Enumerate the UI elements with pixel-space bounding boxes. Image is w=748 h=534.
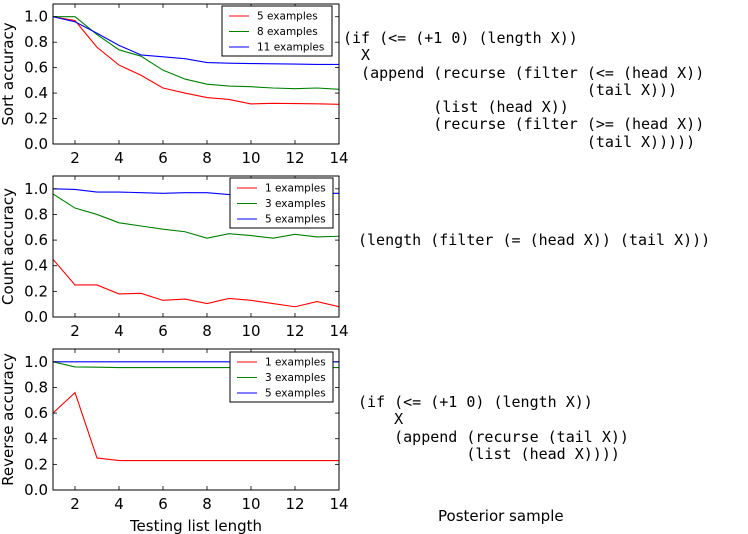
count-x-tick-label-2: 6 — [158, 322, 168, 340]
reverse-y-tick-label-2: 0.4 — [24, 430, 48, 448]
count-y-tick-label-0: 0.0 — [24, 308, 48, 326]
reverse-legend-label-3: 5 examples — [265, 388, 326, 400]
count-series-line-1 — [53, 258, 339, 308]
reverse-x-tick-label-3: 8 — [202, 495, 212, 513]
count-x-tick-label-4: 10 — [241, 322, 260, 340]
count-legend: 1 examples 3 examples 5 examples — [229, 177, 334, 229]
sort-y-tick-label-2: 0.4 — [24, 84, 48, 102]
sort-legend: 5 examples 8 examples 11 examples — [221, 5, 333, 57]
reverse-y-tick-label-3: 0.6 — [24, 404, 48, 422]
count-legend-label-2: 3 examples — [265, 198, 326, 210]
count-legend-label-3: 5 examples — [265, 214, 326, 226]
reverse-x-tick-label-4: 10 — [241, 495, 260, 513]
count-y-tick-label-1: 0.2 — [24, 282, 48, 300]
sort-legend-label-1: 5 examples — [257, 11, 318, 23]
sort-series-line-3 — [53, 16, 339, 65]
count-x-tick-label-1: 4 — [114, 322, 124, 340]
count-y-tick-label-4: 0.8 — [24, 205, 48, 223]
reverse-legend-label-2: 3 examples — [265, 372, 326, 384]
sort-series-line-1 — [53, 16, 339, 105]
sort-x-tick-label-3: 8 — [202, 149, 212, 167]
reverse-legend: 1 examples 3 examples 5 examples — [229, 351, 334, 403]
sort-x-tick-label-6: 14 — [329, 149, 348, 167]
reverse-chart: 2 4 6 8 10 12 14 0.0 0.2 0.4 0.6 0.8 1.0 Reverse accu… — [0, 348, 349, 534]
sort-y-tick-label-1: 0.2 — [24, 110, 48, 128]
reverse-x-tick-label-6: 14 — [329, 495, 348, 513]
count-y-tick-label-5: 1.0 — [24, 180, 48, 198]
count-chart: 2 4 6 8 10 12 14 0.0 0.2 0.4 0.6 0.8 1.0 Count accura… — [0, 175, 349, 340]
sort-series-line-2 — [53, 16, 339, 90]
count-y-tick-label-2: 0.4 — [24, 257, 48, 275]
sort-x-tick-label-1: 4 — [114, 149, 124, 167]
sort-legend-label-3: 11 examples — [257, 42, 324, 54]
reverse-x-tick-label-2: 6 — [158, 495, 168, 513]
sort-y-tick-label-4: 0.8 — [24, 33, 48, 51]
reverse-y-tick-label-4: 0.8 — [24, 378, 48, 396]
sort-x-tick-label-5: 12 — [285, 149, 304, 167]
sort-program-code: (if (<= (+1 0) (length X)) X (append (re… — [343, 29, 705, 151]
reverse-y-tick-label-1: 0.2 — [24, 455, 48, 473]
reverse-axes-frame — [52, 348, 340, 491]
sort-y-tick-label-0: 0.0 — [24, 135, 48, 153]
sort-axes-frame — [52, 3, 340, 145]
reverse-x-tick-label-0: 2 — [70, 495, 80, 513]
count-program-code: (length (filter (= (head X)) (tail X))) — [358, 231, 711, 249]
count-axes-frame — [52, 175, 340, 318]
reverse-x-axis-label: Testing list length — [129, 517, 262, 534]
reverse-program-code: (if (<= (+1 0) (length X)) X (append (re… — [358, 393, 629, 463]
sort-x-tick-label-4: 10 — [241, 149, 260, 167]
count-x-tick-label-0: 2 — [70, 322, 80, 340]
reverse-y-tick-label-0: 0.0 — [24, 481, 48, 499]
count-y-tick-label-3: 0.6 — [24, 231, 48, 249]
reverse-x-tick-label-5: 12 — [285, 495, 304, 513]
count-y-axis-label: Count accuracy — [0, 188, 17, 305]
sort-y-axis-label: Sort accuracy — [0, 22, 17, 125]
count-x-tick-label-6: 14 — [329, 322, 348, 340]
sort-legend-label-2: 8 examples — [257, 26, 318, 38]
sort-y-tick-label-3: 0.6 — [24, 59, 48, 77]
reverse-y-axis-label: Reverse accuracy — [0, 353, 17, 486]
count-x-tick-label-3: 8 — [202, 322, 212, 340]
count-x-tick-label-5: 12 — [285, 322, 304, 340]
sort-y-tick-label-5: 1.0 — [24, 8, 48, 26]
sort-chart: 2 4 6 8 10 12 14 0.0 0.2 0.4 0.6 0.8 1.0 Sort accurac… — [0, 3, 349, 167]
reverse-legend-label-1: 1 examples — [265, 357, 326, 369]
count-series-line-2 — [53, 193, 339, 239]
count-legend-label-1: 1 examples — [265, 183, 326, 195]
sort-x-tick-label-0: 2 — [70, 149, 80, 167]
posterior-sample-label: Posterior sample — [438, 507, 564, 525]
reverse-y-tick-label-5: 1.0 — [24, 353, 48, 371]
reverse-series-line-1 — [53, 391, 339, 462]
sort-x-tick-label-2: 6 — [158, 149, 168, 167]
reverse-x-tick-label-1: 4 — [114, 495, 124, 513]
